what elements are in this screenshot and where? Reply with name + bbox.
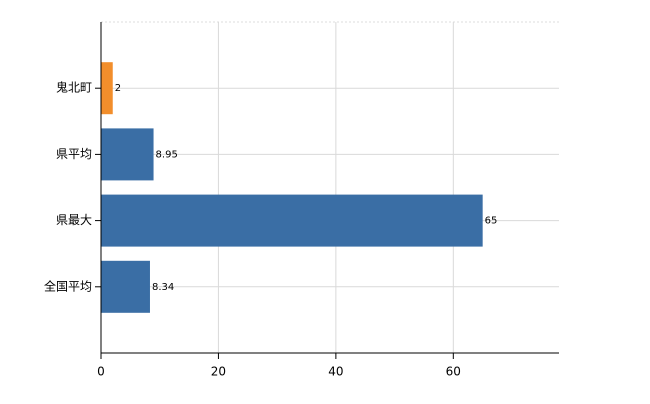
value-label: 8.34 bbox=[152, 282, 174, 293]
bar bbox=[101, 62, 113, 115]
x-tick-label: 40 bbox=[328, 365, 343, 379]
y-tick-label: 県平均 bbox=[56, 147, 92, 161]
value-label: 8.95 bbox=[156, 149, 178, 160]
value-label: 2 bbox=[115, 83, 121, 94]
x-tick-label: 20 bbox=[211, 365, 226, 379]
value-label: 65 bbox=[485, 216, 498, 227]
bar bbox=[101, 194, 483, 247]
bar bbox=[101, 128, 154, 181]
y-tick-label: 県最大 bbox=[56, 213, 92, 227]
bar bbox=[101, 260, 150, 313]
y-tick-label: 全国平均 bbox=[44, 278, 92, 293]
x-tick-label: 60 bbox=[446, 365, 461, 379]
y-tick-label: 鬼北町 bbox=[56, 80, 92, 95]
x-tick-label: 0 bbox=[97, 365, 105, 379]
